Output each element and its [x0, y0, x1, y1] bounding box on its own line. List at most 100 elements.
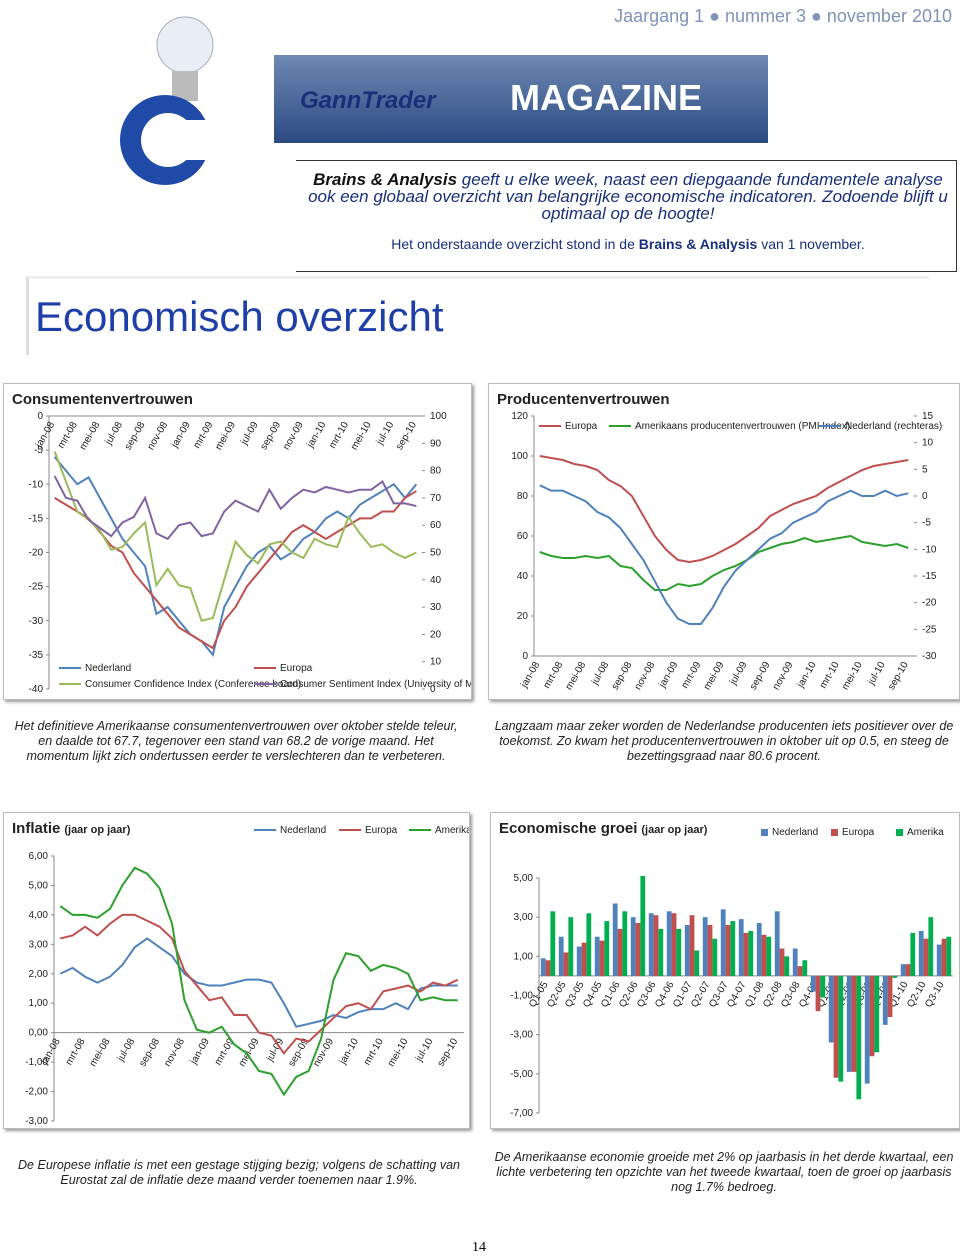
x-tick-label: mrt-10 — [327, 420, 351, 451]
chart: Producentenvertrouwen020406080100120-30-… — [488, 383, 960, 700]
x-tick-label: jul-09 — [238, 420, 260, 448]
y-tick-label: 3,00 — [514, 912, 534, 923]
x-tick-label: jul-10 — [374, 420, 396, 448]
bar — [838, 975, 844, 1082]
x-tick-label: jan-09 — [657, 660, 681, 691]
x-tick-label: mrt-10 — [818, 660, 842, 691]
y-tick-label: -2,00 — [25, 1087, 48, 1098]
y-tick-label: -35 — [29, 650, 44, 661]
line-series — [539, 484, 909, 625]
chart-title: Producentenvertrouwen — [497, 391, 670, 408]
y-tick-label: 2,00 — [29, 969, 49, 980]
x-tick-label: mrt-10 — [362, 1036, 386, 1067]
bar — [702, 917, 708, 976]
x-tick-label: jan-09 — [169, 420, 193, 451]
y-tick-label: 120 — [511, 411, 528, 422]
intro-text: geeft u elke week, naast een diepgaande … — [308, 170, 948, 223]
y-tick-label: 70 — [430, 493, 442, 504]
x-tick-label: sep-08 — [123, 420, 148, 452]
bar — [604, 921, 610, 976]
line-series — [53, 451, 417, 622]
x-tick-label: jan-10 — [305, 420, 329, 451]
caption: Het definitieve Amerikaanse consumentenv… — [14, 719, 458, 763]
chart-subtitle: (jaar op jaar) — [64, 824, 130, 836]
page-number: 14 — [472, 1240, 486, 1255]
bar — [856, 975, 862, 1100]
y-tick-label: -30 — [922, 651, 937, 662]
note-bold: Brains & Analysis — [638, 236, 758, 252]
bar — [720, 909, 726, 976]
y-tick-label: 0 — [37, 411, 43, 422]
y-tick-label: 0 — [522, 651, 528, 662]
y-tick-label: -1,00 — [510, 991, 533, 1002]
bar — [648, 913, 654, 976]
bar — [563, 952, 569, 976]
bar — [725, 925, 731, 976]
bar — [936, 944, 942, 976]
bar — [748, 930, 754, 976]
x-tick-label: jul-10 — [413, 1036, 435, 1064]
x-tick-label: sep-09 — [258, 420, 283, 452]
bar — [640, 876, 646, 976]
x-tick-label: jan-08 — [39, 1036, 63, 1067]
line-series — [53, 475, 417, 541]
y-tick-label: -7,00 — [510, 1108, 533, 1119]
y-tick-label: 5,00 — [29, 880, 49, 891]
x-tick-label: jul-09 — [727, 660, 749, 688]
y-tick-label: 1,00 — [514, 951, 534, 962]
bar — [576, 946, 582, 976]
y-tick-label: 15 — [922, 411, 934, 422]
y-tick-label: -1,00 — [25, 1057, 48, 1068]
bar — [653, 915, 659, 976]
legend-swatch — [831, 829, 838, 836]
y-tick-label: -10 — [29, 479, 44, 490]
bar — [905, 964, 911, 976]
x-tick-label: mei-10 — [349, 420, 374, 452]
y-tick-label: 60 — [517, 531, 529, 542]
bar — [946, 936, 952, 976]
bar — [612, 903, 618, 976]
bar — [918, 930, 924, 976]
bar — [617, 928, 623, 976]
x-tick-label: mei-10 — [840, 660, 865, 692]
x-tick-label: sep-08 — [610, 660, 635, 692]
x-tick-label: nov-09 — [771, 660, 796, 692]
line-series — [59, 866, 458, 1097]
chart: Economische groei (jaar op jaar) -7,00 -5,0… — [490, 812, 960, 1129]
euro-cut — [172, 120, 212, 160]
chart-title: Consumentenvertrouwen — [12, 391, 193, 408]
bar — [743, 932, 749, 976]
x-tick-label: nov-09 — [281, 420, 306, 452]
y-tick-label: 1,00 — [29, 998, 49, 1009]
x-tick-label: mei-09 — [702, 660, 727, 692]
caption: De Europese inflatie is met een gestage … — [18, 1158, 460, 1187]
y-tick-label: 80 — [430, 466, 442, 477]
bar — [586, 913, 592, 976]
y-tick-label: 6,00 — [29, 851, 49, 862]
legend-label: Europa — [565, 421, 598, 432]
bar — [797, 966, 803, 976]
bar — [792, 948, 798, 976]
bar — [599, 940, 605, 976]
chart: Inflatie (jaar op jaar) -3,00 -2,00 -1,00 0,0… — [3, 812, 470, 1129]
y-tick-label: 20 — [517, 611, 529, 622]
y-tick-label: 0 — [922, 491, 928, 502]
line-series — [59, 937, 458, 1028]
bar — [712, 938, 718, 976]
bar — [684, 925, 690, 976]
y-tick-label: 100 — [511, 451, 528, 462]
y-tick-label: 5 — [922, 464, 928, 475]
magazine-title: MAGAZINE — [510, 77, 702, 118]
bar — [581, 942, 587, 976]
chart-title: Economische groei — [499, 820, 637, 837]
bar — [892, 975, 898, 978]
x-tick-label: Q3-10 — [923, 980, 947, 1010]
line-series — [53, 456, 418, 658]
bar — [666, 911, 672, 976]
bulb-base — [172, 71, 198, 101]
bar — [851, 975, 857, 1072]
y-tick-label: 10 — [430, 657, 442, 668]
legend-label: Amerikaans producentenvertrouwen (PMI In… — [635, 421, 850, 432]
line-series — [59, 913, 459, 1055]
